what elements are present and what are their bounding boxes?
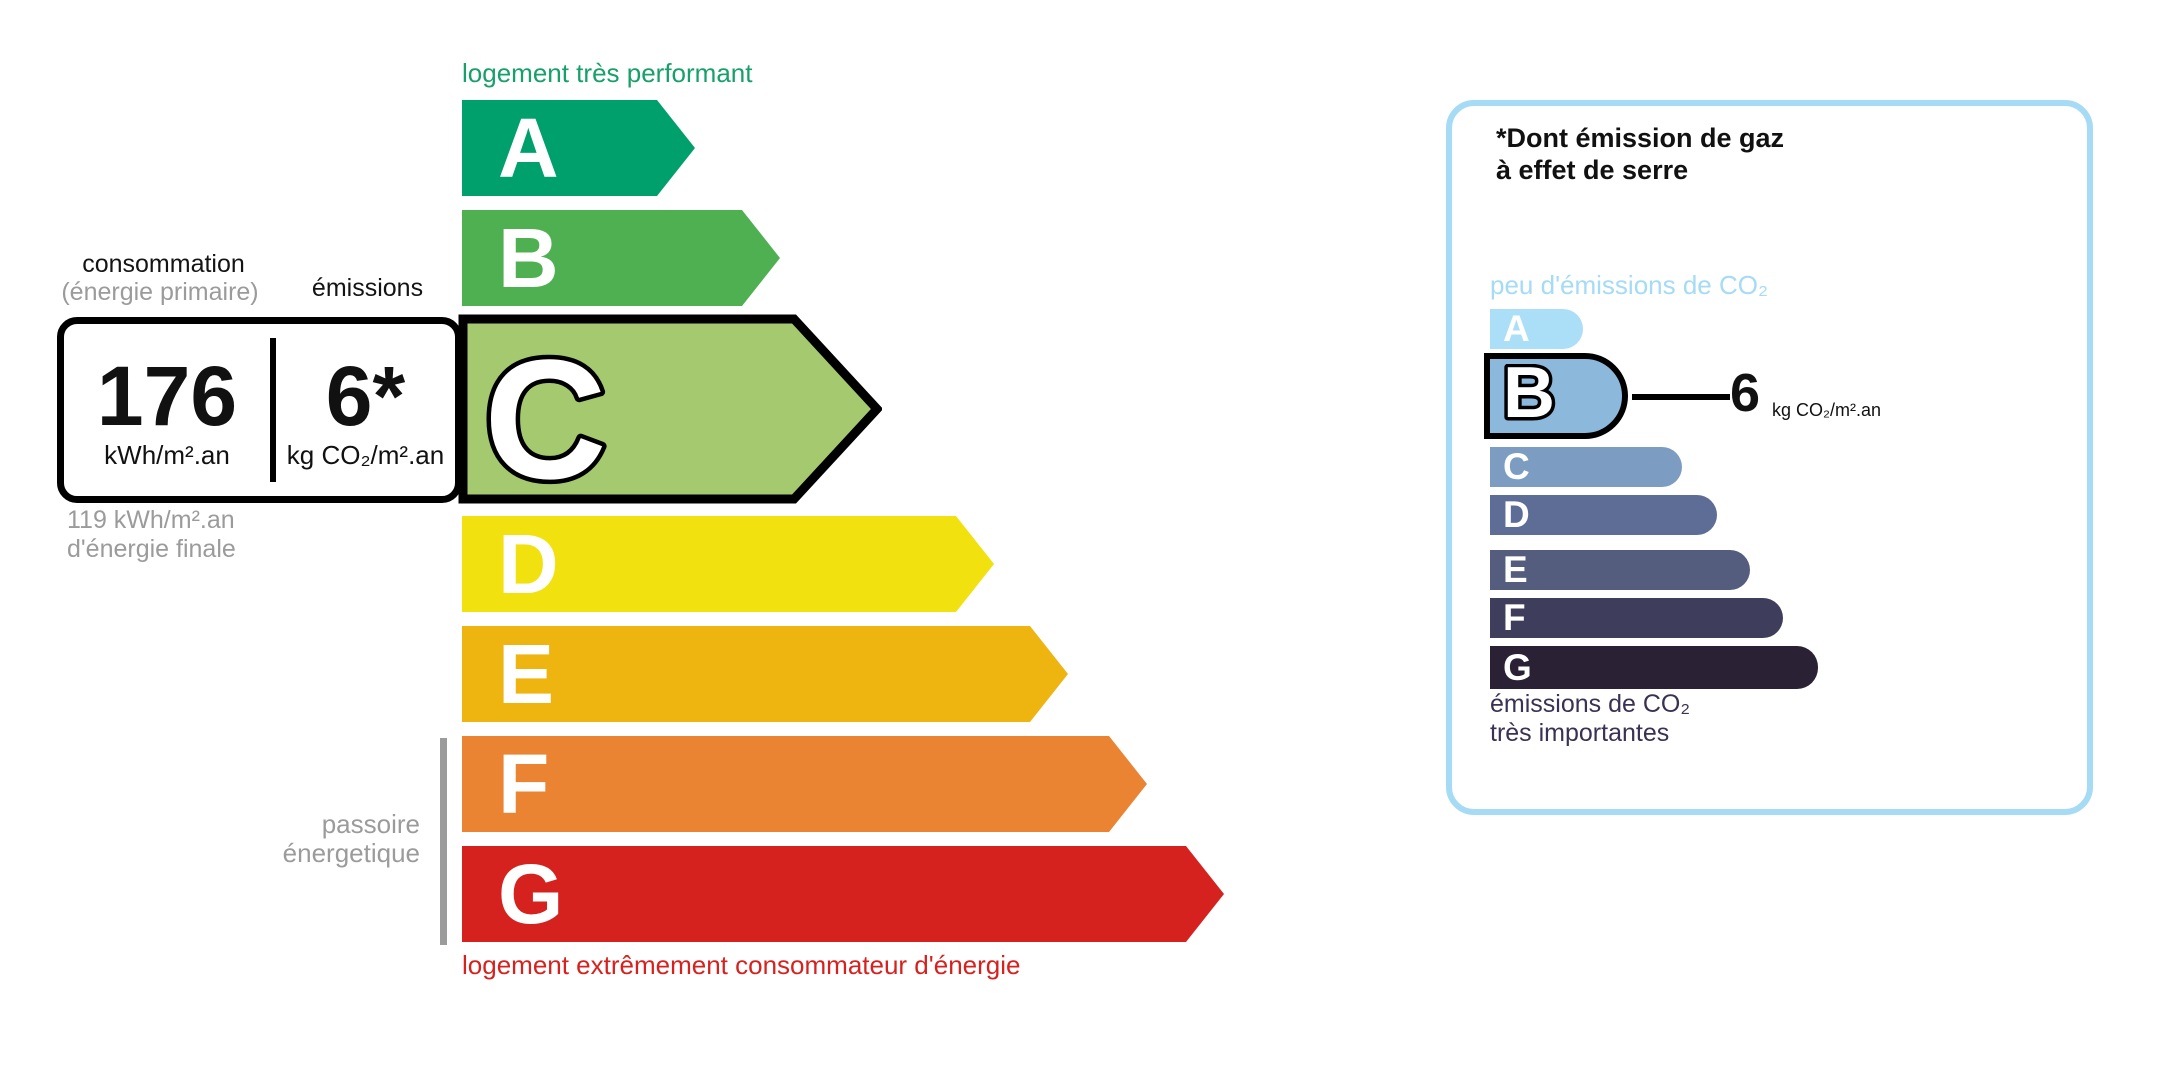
co2-panel-title-line2: à effet de serre xyxy=(1496,155,1689,185)
energy-class-row-e: E xyxy=(462,626,1068,722)
co2-class-row-c: C xyxy=(1490,447,1682,487)
emissions-unit: kg CO₂/m².an xyxy=(286,440,445,470)
energy-sieve-label-line2: énergetique xyxy=(282,838,420,868)
top-performance-label: logement très performant xyxy=(462,58,753,88)
energy-class-row-f: F xyxy=(462,736,1147,832)
co2-panel-title-line1: *Dont émission de gaz xyxy=(1496,123,1785,153)
energy-sieve-label: passoire énergetique xyxy=(200,810,420,868)
co2-low-emissions-note: peu d'émissions de CO₂ xyxy=(1490,270,1769,300)
energy-class-row-g: G xyxy=(462,846,1224,942)
co2-value: 6 xyxy=(1730,363,1761,423)
emissions-value: 6* xyxy=(325,349,406,443)
co2-class-row-g: G xyxy=(1490,646,1818,689)
energy-class-letter-d: D xyxy=(498,517,559,611)
co2-high-emissions-note-line2: très importantes xyxy=(1490,719,1670,747)
energy-class-letter-g: G xyxy=(498,847,564,941)
co2-class-row-f: F xyxy=(1490,598,1783,638)
co2-value-connector-line xyxy=(1632,394,1730,400)
co2-value-unit: kg CO₂/m².an xyxy=(1772,400,1882,420)
co2-class-row-d: D xyxy=(1490,495,1717,535)
energy-class-letter-a: A xyxy=(498,101,559,195)
energy-class-letter-b: B xyxy=(498,211,559,305)
co2-high-emissions-note: émissions de CO₂ très importantes xyxy=(1490,690,1690,748)
co2-class-letter-c: C xyxy=(1503,446,1530,487)
emissions-label: émissions xyxy=(311,274,424,302)
primary-energy-sublabel: (énergie primaire) xyxy=(61,278,259,306)
bottom-performance-label: logement extrêmement consommateur d'éner… xyxy=(462,950,1021,980)
energy-class-c-arrow-shape xyxy=(458,314,882,504)
energy-class-letter-e: E xyxy=(498,627,555,721)
co2-class-letter-f: F xyxy=(1503,597,1526,638)
co2-high-emissions-note-line1: émissions de CO₂ xyxy=(1490,690,1691,718)
energy-class-row-c-highlight: C xyxy=(458,314,882,504)
score-box-divider xyxy=(270,338,276,482)
co2-class-letter-b-outlined: B xyxy=(1500,364,1559,428)
co2-class-letter-d: D xyxy=(1503,494,1530,535)
energy-class-letter-f: F xyxy=(498,737,550,831)
co2-class-letter-g: G xyxy=(1503,647,1532,688)
final-energy-note-line1: 119 kWh/m².an xyxy=(67,506,235,534)
final-energy-note: 119 kWh/m².an d'énergie finale xyxy=(67,506,236,564)
consumption-unit: kWh/m².an xyxy=(104,440,230,470)
energy-class-row-a: A xyxy=(462,100,695,196)
co2-class-letter-b: B xyxy=(1503,364,1555,428)
consumption-cell: 176 kWh/m².an xyxy=(64,324,270,496)
co2-panel-title: *Dont émission de gaz à effet de serre xyxy=(1496,122,1784,186)
energy-class-row-d: D xyxy=(462,516,994,612)
co2-class-row-e: E xyxy=(1490,550,1750,590)
co2-class-letter-e: E xyxy=(1503,549,1528,590)
energy-class-row-b: B xyxy=(462,210,780,306)
co2-class-row-b-highlight: B xyxy=(1484,353,1628,439)
energy-class-letter-c: C xyxy=(484,325,607,504)
energy-sieve-bracket-bar xyxy=(440,738,447,945)
energy-sieve-label-line1: passoire xyxy=(321,809,420,839)
score-box: 176 kWh/m².an 6* kg CO₂/m².an xyxy=(57,317,462,503)
co2-class-row-a: A xyxy=(1490,309,1583,349)
consumption-label: consommation xyxy=(82,250,245,278)
co2-class-letter-a: A xyxy=(1503,308,1530,349)
final-energy-note-line2: d'énergie finale xyxy=(67,535,236,563)
emissions-cell: 6* kg CO₂/m².an xyxy=(276,324,455,496)
consumption-value: 176 xyxy=(96,349,238,443)
